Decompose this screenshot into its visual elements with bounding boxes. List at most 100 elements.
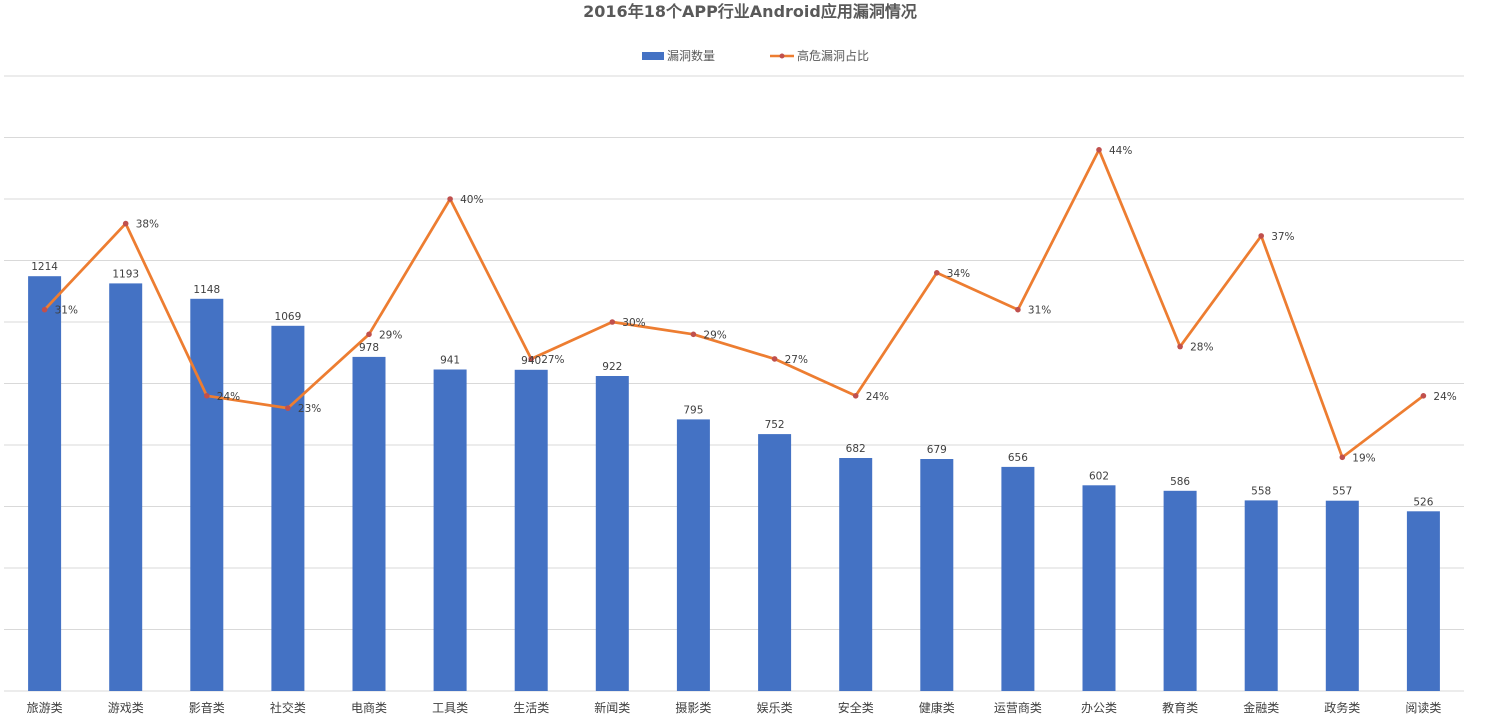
line-value-label: 27%	[785, 354, 808, 366]
line-point	[934, 270, 940, 276]
bar-value-label: 752	[765, 419, 785, 431]
line-point	[690, 331, 697, 338]
bar-value-label: 526	[1413, 496, 1433, 508]
bar	[1325, 500, 1359, 691]
line-series	[41, 147, 1427, 461]
x-axis-ticks: 旅游类 游戏类 影音类 社交类 电商类 工具类 生活类 新闻类 摄影类 娱乐类 安全类 健康类 运营商类…	[27, 700, 1442, 715]
legend-line-label: 高危漏洞占比	[797, 48, 869, 63]
line-value-label: 29%	[703, 329, 726, 341]
bar-value-label: 656	[1008, 452, 1028, 464]
bar	[514, 369, 548, 691]
line-point	[528, 356, 534, 362]
chart-title: 2016年18个APP行业Android应用漏洞情况	[583, 2, 917, 21]
line-value-label: 31%	[1028, 305, 1051, 317]
bar-value-label: 1214	[31, 261, 58, 273]
line-value-label: 44%	[1109, 145, 1132, 157]
x-tick-label: 安全类	[838, 700, 874, 715]
x-tick-label: 工具类	[432, 701, 468, 715]
line-value-label: 34%	[947, 268, 970, 280]
line-value-label: 23%	[298, 403, 321, 415]
line-value-label: 30%	[622, 317, 645, 329]
bar	[1082, 485, 1116, 691]
x-tick-label: 阅读类	[1405, 701, 1441, 715]
line-path	[43, 148, 1425, 459]
legend-line-marker	[779, 53, 785, 59]
bars	[28, 276, 1440, 691]
line-value-label: 28%	[1190, 342, 1213, 354]
bar	[920, 459, 954, 691]
bar-value-label: 602	[1089, 470, 1109, 482]
line-value-label: 31%	[55, 305, 78, 317]
bar-value-label: 1148	[193, 284, 220, 296]
bar-value-label: 557	[1332, 486, 1352, 498]
bar-value-label: 1193	[112, 268, 139, 280]
legend-bar-swatch	[642, 52, 664, 60]
legend: 漏洞数量 高危漏洞占比	[642, 48, 869, 63]
x-tick-label: 游戏类	[108, 701, 144, 715]
line-point	[1258, 233, 1264, 239]
line-point	[366, 331, 372, 338]
bar-value-label: 682	[846, 443, 866, 455]
bar	[190, 298, 224, 691]
line-value-label: 40%	[460, 194, 483, 206]
line-point	[41, 306, 48, 313]
line-value-label: 27%	[541, 354, 564, 366]
bar-value-label: 941	[440, 355, 460, 367]
bar-value-label: 1069	[275, 311, 302, 323]
bar-value-label: 922	[602, 361, 622, 373]
bar	[352, 356, 386, 691]
x-tick-label: 政务类	[1324, 700, 1360, 715]
x-tick-label: 摄影类	[675, 700, 711, 715]
line-point	[1015, 306, 1021, 313]
line-value-label: 29%	[379, 329, 402, 341]
bar-value-label: 679	[927, 444, 947, 456]
gridlines	[4, 75, 1464, 692]
x-tick-label: 金融类	[1243, 700, 1279, 715]
bar	[109, 283, 143, 691]
bar-value-label: 558	[1251, 485, 1271, 497]
line-point	[1339, 454, 1346, 461]
line-point	[609, 319, 616, 325]
line-point	[1096, 147, 1102, 153]
x-tick-label: 教育类	[1162, 700, 1198, 715]
line-value-label: 38%	[136, 219, 159, 231]
x-tick-label: 新闻类	[594, 700, 630, 715]
line-point	[852, 393, 859, 399]
bar	[1244, 500, 1278, 691]
bar	[1406, 511, 1440, 691]
bar-value-label: 795	[683, 404, 703, 416]
x-tick-label: 健康类	[919, 700, 955, 715]
data-labels: 1214 1193 1148 1069 978 941 940 922 795 752 682 679…	[31, 145, 1457, 508]
line-value-label: 24%	[866, 391, 889, 403]
bar	[839, 458, 873, 691]
line-point	[447, 196, 453, 202]
x-tick-label: 办公类	[1081, 700, 1117, 715]
line-point	[122, 220, 129, 227]
line-point	[204, 393, 210, 399]
bar	[28, 276, 62, 691]
bar	[433, 369, 467, 691]
line-value-label: 37%	[1271, 231, 1294, 243]
bar	[595, 376, 629, 691]
bar-value-label: 978	[359, 342, 379, 354]
x-tick-label: 电商类	[351, 700, 387, 715]
bar	[271, 325, 305, 691]
line-value-label: 24%	[1433, 391, 1456, 403]
line-value-label: 24%	[217, 391, 240, 403]
x-tick-label: 社交类	[270, 700, 306, 715]
legend-bar-label: 漏洞数量	[667, 48, 715, 63]
x-tick-label: 旅游类	[27, 701, 63, 715]
line-point	[771, 356, 778, 362]
line-point	[1177, 343, 1183, 350]
bar-value-label: 586	[1170, 476, 1190, 488]
bar	[676, 419, 710, 691]
bar	[1001, 466, 1035, 691]
line-point	[1420, 393, 1427, 399]
bar	[1163, 490, 1197, 691]
x-tick-label: 影音类	[189, 700, 225, 715]
line-value-label: 19%	[1352, 452, 1375, 464]
x-tick-label: 运营商类	[994, 700, 1042, 715]
x-tick-label: 生活类	[513, 701, 549, 715]
line-point	[285, 405, 291, 411]
